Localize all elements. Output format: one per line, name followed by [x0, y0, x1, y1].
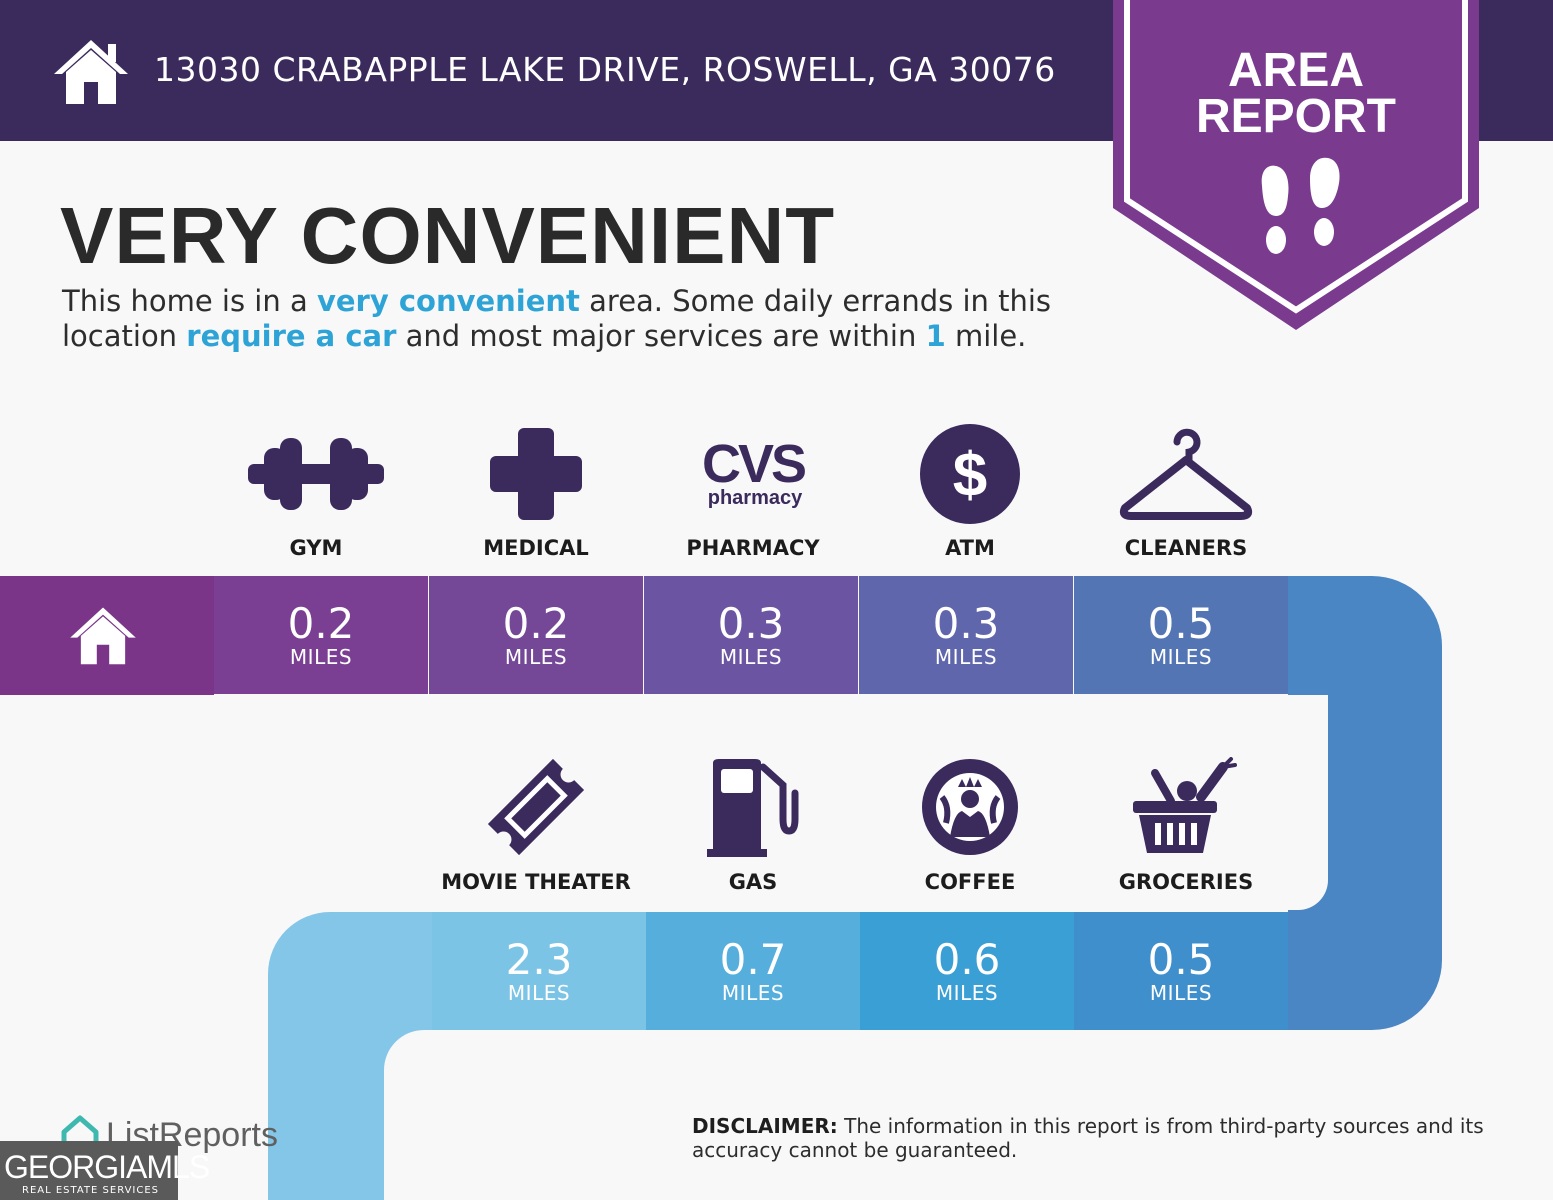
distance-atm: 0.3 MILES	[859, 576, 1073, 694]
label-gym: GYM	[289, 536, 343, 560]
label-coffee: COFFEE	[924, 870, 1016, 894]
distance-pharmacy: 0.3 MILES	[644, 576, 858, 694]
gym-icon-wrap	[208, 420, 424, 528]
ticket-icon	[487, 758, 585, 856]
medical-cross-icon	[490, 428, 582, 520]
home-icon	[54, 40, 128, 104]
distance-gas: 0.7 MILES	[646, 912, 860, 1030]
label-cleaners: CLEANERS	[1124, 536, 1248, 560]
cleaners-icon-wrap	[1078, 420, 1294, 528]
label-pharmacy: PHARMACY	[686, 536, 820, 560]
distance-movie-theater: 2.3 MILES	[432, 912, 646, 1030]
disclaimer: DISCLAIMER: The information in this repo…	[692, 1114, 1484, 1162]
label-medical: MEDICAL	[483, 536, 589, 560]
coffee-icon-wrap	[862, 752, 1078, 862]
home-start-icon	[70, 607, 136, 665]
svg-text:$: $	[953, 441, 987, 510]
gas-pump-icon	[707, 759, 799, 857]
distance-cleaners: 0.5 MILES	[1074, 576, 1288, 694]
distance-gym: 0.2 MILES	[214, 576, 428, 694]
label-groceries: GROCERIES	[1118, 870, 1254, 894]
page-title: VERY CONVENIENT	[60, 191, 836, 280]
highlight-distance: 1	[925, 319, 946, 353]
distance-coffee: 0.6 MILES	[860, 912, 1074, 1030]
label-gas: GAS	[728, 870, 778, 894]
hanger-icon	[1119, 428, 1253, 520]
groceries-icon-wrap	[1078, 752, 1294, 862]
medical-icon-wrap	[428, 420, 644, 528]
gas-icon-wrap	[645, 752, 861, 862]
dumbbell-icon	[248, 438, 384, 510]
label-movie-theater: MOVIE THEATER	[441, 870, 631, 894]
area-report-badge	[1113, 0, 1479, 330]
movie-icon-wrap	[428, 752, 644, 862]
atm-icon-wrap: $	[862, 420, 1078, 528]
highlight-convenience: very convenient	[316, 284, 580, 318]
starbucks-logo	[922, 759, 1018, 855]
grocery-basket-icon	[1133, 757, 1237, 853]
property-address: 13030 CRABAPPLE LAKE DRIVE, ROSWELL, GA …	[154, 50, 1056, 89]
summary-text: This home is in a very convenient area. …	[62, 284, 1052, 353]
georgia-mls-logo: GEORGIAMLS REAL ESTATE SERVICES	[0, 1141, 210, 1200]
distance-groceries: 0.5 MILES	[1074, 912, 1288, 1030]
dollar-icon: $	[920, 424, 1020, 524]
cvs-pharmacy-logo: CVS pharmacy	[701, 434, 807, 509]
footprints-icon	[1261, 157, 1340, 254]
badge-title: AREA REPORT	[1195, 44, 1396, 143]
label-atm: ATM	[945, 536, 995, 560]
distance-medical: 0.2 MILES	[429, 576, 643, 694]
highlight-car: require a car	[186, 319, 397, 353]
